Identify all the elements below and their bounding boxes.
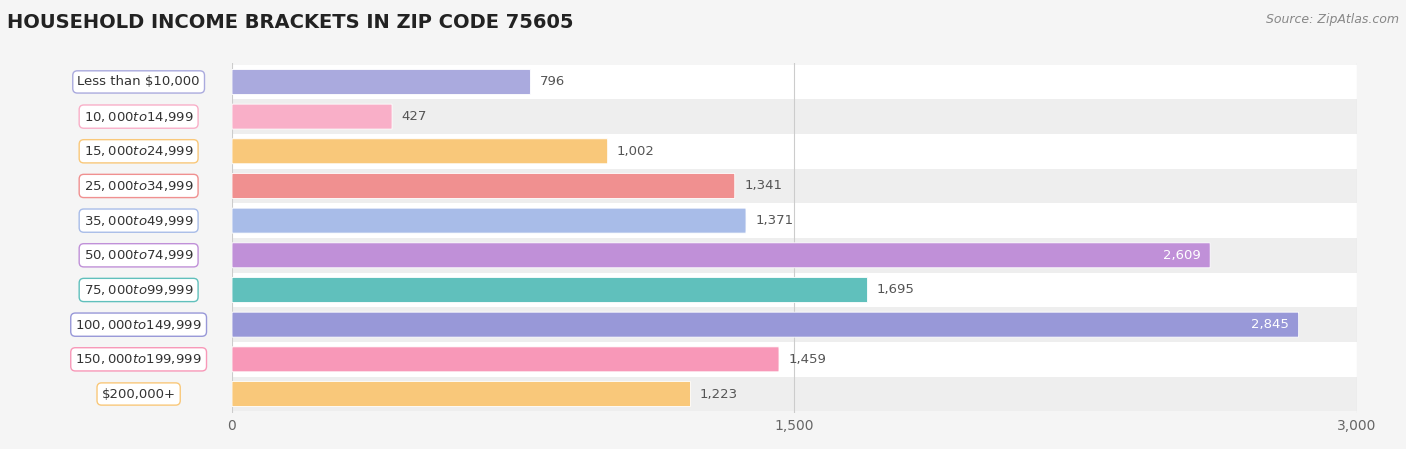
Bar (232, 134, 1357, 169)
Text: 1,459: 1,459 (789, 353, 827, 366)
FancyBboxPatch shape (232, 139, 607, 164)
Bar (232, 342, 1357, 377)
Bar (232, 99, 1357, 134)
Bar (232, 238, 1357, 273)
Text: $15,000 to $24,999: $15,000 to $24,999 (84, 144, 194, 158)
FancyBboxPatch shape (232, 173, 735, 198)
FancyBboxPatch shape (232, 347, 779, 372)
Text: $50,000 to $74,999: $50,000 to $74,999 (84, 248, 194, 262)
Text: 2,845: 2,845 (1251, 318, 1289, 331)
Text: Less than $10,000: Less than $10,000 (77, 75, 200, 88)
Text: $150,000 to $199,999: $150,000 to $199,999 (76, 352, 202, 366)
Text: $35,000 to $49,999: $35,000 to $49,999 (84, 214, 194, 228)
Text: $100,000 to $149,999: $100,000 to $149,999 (76, 317, 202, 332)
Text: $10,000 to $14,999: $10,000 to $14,999 (84, 110, 194, 123)
Bar (232, 65, 1357, 99)
Bar (232, 377, 1357, 411)
Text: Source: ZipAtlas.com: Source: ZipAtlas.com (1265, 13, 1399, 26)
FancyBboxPatch shape (232, 243, 1211, 268)
Text: $75,000 to $99,999: $75,000 to $99,999 (84, 283, 194, 297)
Text: 2,609: 2,609 (1163, 249, 1201, 262)
Text: HOUSEHOLD INCOME BRACKETS IN ZIP CODE 75605: HOUSEHOLD INCOME BRACKETS IN ZIP CODE 75… (7, 13, 574, 32)
FancyBboxPatch shape (232, 382, 690, 406)
Bar (232, 203, 1357, 238)
Text: 1,695: 1,695 (877, 283, 915, 296)
Text: 796: 796 (540, 75, 565, 88)
Text: $200,000+: $200,000+ (101, 387, 176, 401)
Text: 1,371: 1,371 (755, 214, 793, 227)
Bar (232, 169, 1357, 203)
Text: $25,000 to $34,999: $25,000 to $34,999 (84, 179, 194, 193)
FancyBboxPatch shape (232, 104, 392, 129)
Text: 1,002: 1,002 (617, 145, 655, 158)
FancyBboxPatch shape (232, 208, 747, 233)
Bar (232, 273, 1357, 307)
Text: 1,223: 1,223 (700, 387, 738, 401)
FancyBboxPatch shape (232, 312, 1299, 337)
Text: 1,341: 1,341 (744, 180, 782, 193)
Text: 427: 427 (402, 110, 427, 123)
FancyBboxPatch shape (232, 277, 868, 303)
FancyBboxPatch shape (232, 70, 530, 94)
Bar (232, 307, 1357, 342)
